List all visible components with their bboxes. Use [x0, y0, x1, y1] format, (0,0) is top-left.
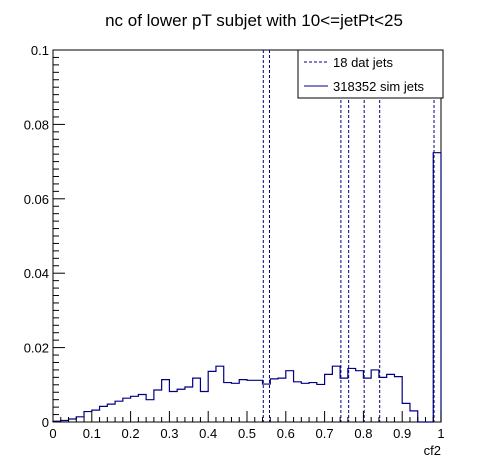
legend-dat-label: 18 dat jets [333, 55, 393, 70]
plot-frame [52, 49, 442, 423]
x-tick-label: 0.9 [393, 426, 411, 441]
sim-histogram-line [52, 152, 442, 423]
x-tick-label: 0.2 [122, 426, 140, 441]
data-lines [262, 50, 435, 422]
x-tick-label: 0.8 [354, 426, 372, 441]
x-tick-label: 0.3 [160, 426, 178, 441]
x-tick-label: 0.1 [83, 426, 101, 441]
y-tick-label: 0.02 [24, 341, 49, 356]
y-tick-label: 0.04 [24, 266, 49, 281]
y-tick-label: 0 [42, 415, 49, 430]
x-tick-label: 0.4 [199, 426, 217, 441]
x-tick-label: 0.5 [238, 426, 256, 441]
y-tick-label: 0.1 [31, 43, 49, 58]
x-tick-label: 0.6 [277, 426, 295, 441]
y-tick-label: 0.06 [24, 192, 49, 207]
legend-box [297, 49, 444, 99]
x-tick-label: 0.7 [316, 426, 334, 441]
x-tick-label: 1 [437, 426, 444, 441]
x-tick-label: 0 [49, 426, 56, 441]
y-axis: 0 0.02 0.04 0.06 0.08 0.1 [24, 43, 65, 430]
chart-title: nc of lower pT subjet with 10<=jetPt<25 [105, 11, 403, 30]
plot-border [52, 49, 442, 423]
sim-histogram [52, 152, 442, 423]
x-axis-title: cf2 [424, 443, 441, 458]
y-tick-label: 0.08 [24, 117, 49, 132]
x-axis: 0 0.1 0.2 0.3 0.4 0.5 0.6 0.7 0.8 0.9 1 [49, 411, 445, 441]
legend: 18 dat jets 318352 sim jets [297, 49, 444, 99]
legend-sim-label: 318352 sim jets [333, 79, 425, 94]
